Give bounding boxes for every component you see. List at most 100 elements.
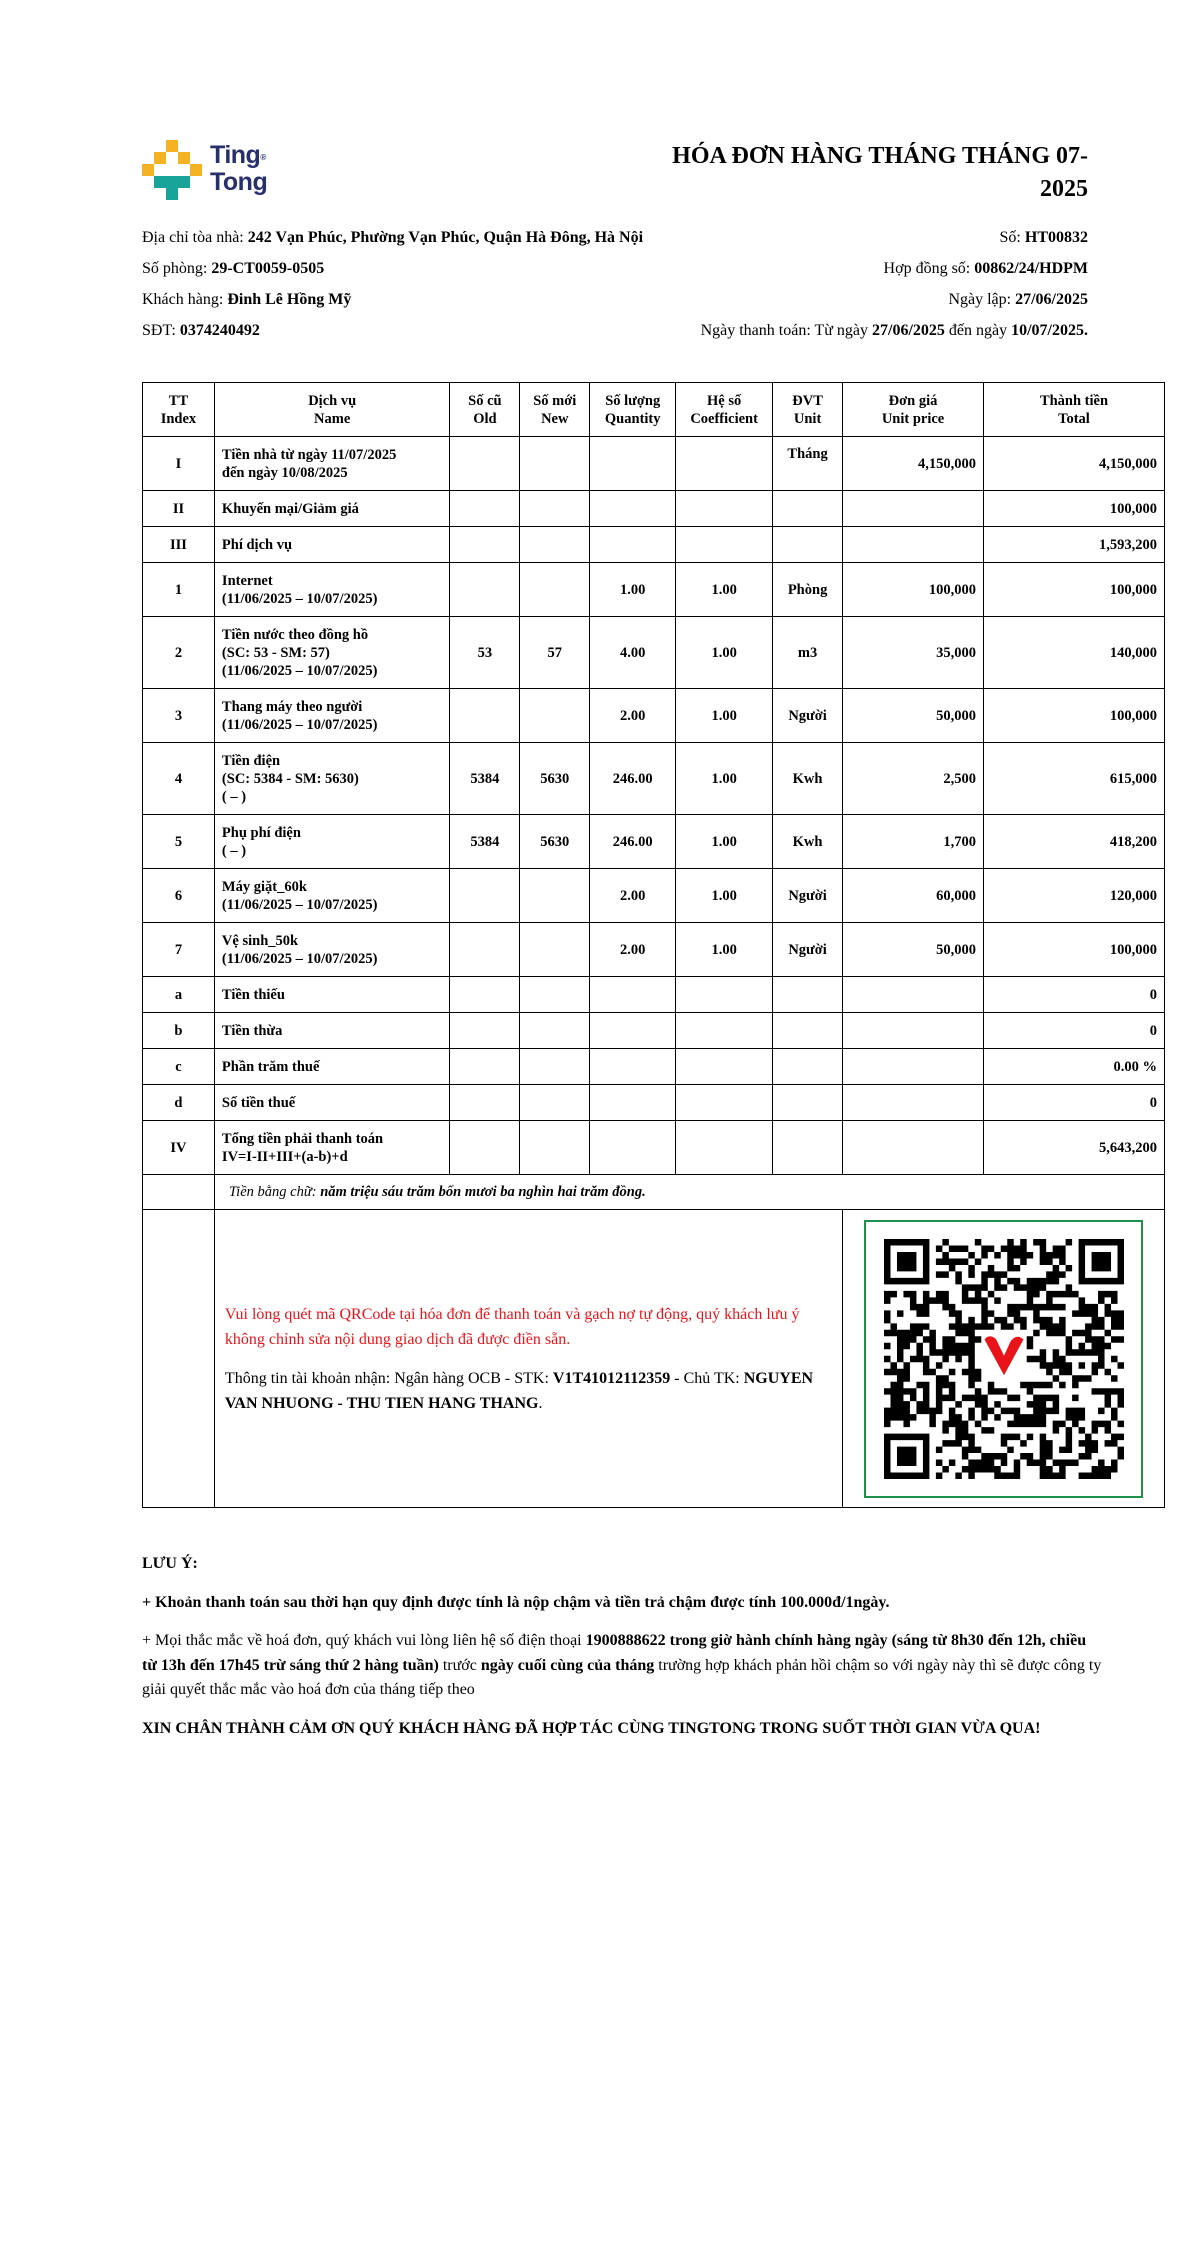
cell-name: Phần trăm thuế [213, 1048, 451, 1085]
cell-name: Phụ phí điện( – ) [213, 814, 451, 869]
heart-logo-icon [984, 1335, 1023, 1375]
invoice-title: HÓA ĐƠN HÀNG THÁNG THÁNG 07-2025 [672, 143, 1088, 202]
logo-text: Ting® Tong [210, 141, 268, 196]
cell-index: 3 [142, 688, 215, 743]
cell-old [449, 526, 521, 563]
column-header: Số cũ Old [449, 382, 521, 437]
qr-finder-pattern [1078, 1238, 1124, 1284]
cell-total: 1,593,200 [983, 526, 1165, 563]
cell-index: II [142, 490, 215, 527]
cell-old [449, 1048, 521, 1085]
cell-coefficient: 1.00 [675, 868, 774, 923]
cell-total: 100,000 [983, 688, 1165, 743]
table-row: b Tiền thừa 0 [142, 1012, 1165, 1049]
cell-coefficient [675, 1048, 774, 1085]
cell-unit [772, 1120, 844, 1175]
column-header: TT Index [142, 382, 215, 437]
table-row: 1 Internet (11/06/2025 – 10/07/2025) 1.00 1.… [142, 562, 1165, 617]
cell-unit: Kwh [772, 814, 844, 869]
late-payment-note: + Khoản thanh toán sau thời hạn quy định… [142, 1593, 890, 1611]
cell-total: 615,000 [983, 742, 1165, 815]
cell-unit: m3 [772, 616, 844, 689]
cell-old [449, 688, 521, 743]
cell-new [519, 1048, 591, 1085]
table-row: 2 Tiền nước theo đồng hồ (SC: 53 - SM: 57)… [142, 616, 1165, 689]
cell-index: a [142, 976, 215, 1013]
cell-total: 100,000 [983, 922, 1165, 977]
cell-unit-price [842, 1120, 984, 1175]
column-header: Dịch vụ Name [213, 382, 451, 437]
table-row: 3 Thang máy theo người (11/06/2025 – 10/07… [142, 688, 1165, 743]
qr-code[interactable] [883, 1238, 1124, 1479]
payment-info: Vui lòng quét mã QRCode tại hóa đơn để t… [213, 1209, 844, 1508]
building-address: Địa chỉ tòa nhà: 242 Vạn Phúc, Phường Vạ… [142, 229, 644, 246]
cell-coefficient: 1.00 [675, 742, 774, 815]
cell-quantity [589, 1120, 677, 1175]
cell-unit: Kwh [772, 742, 844, 815]
cell-coefficient: 1.00 [675, 688, 774, 743]
invoice-info: Số: HT00832 Hợp đồng số: 00862/24/HDPM N… [548, 222, 1088, 346]
table-row: III Phí dịch vụ 1,593,200 [142, 526, 1165, 563]
cell-old [449, 1084, 521, 1121]
cell-new: 57 [519, 616, 591, 689]
cell-old [449, 922, 521, 977]
qr-finder-pattern [883, 1238, 929, 1284]
cell-new [519, 1012, 591, 1049]
cell-coefficient [675, 490, 774, 527]
cell-old: 5384 [449, 814, 521, 869]
cell-unit [772, 976, 844, 1013]
cell-new [519, 436, 591, 491]
cell-index: 6 [142, 868, 215, 923]
cell-unit-price: 2,500 [842, 742, 984, 815]
column-header: ĐVT Unit [772, 382, 844, 437]
cell-unit: Tháng [772, 436, 844, 491]
table-row: 7 Vệ sinh_50k (11/06/2025 – 10/07/2025) 2.0… [142, 922, 1165, 977]
cell-coefficient: 1.00 [675, 922, 774, 977]
cell-index: 4 [142, 742, 215, 815]
cell-index: c [142, 1048, 215, 1085]
cell-coefficient [675, 1084, 774, 1121]
table-row: II Khuyến mại/Giảm giá 100,000 [142, 490, 1165, 527]
cell-total: 0 [983, 1084, 1165, 1121]
table-row: a Tiền thiếu 0 [142, 976, 1165, 1013]
cell-quantity [589, 490, 677, 527]
column-header: Hệ số Coefficient [675, 382, 774, 437]
cell-total: 120,000 [983, 868, 1165, 923]
cell-quantity: 1.00 [589, 562, 677, 617]
cell-new [519, 976, 591, 1013]
cell-old [449, 976, 521, 1013]
cell-index: 2 [142, 616, 215, 689]
table-row: 6 Máy giặt_60k (11/06/2025 – 10/07/2025) 2.… [142, 868, 1165, 923]
cell-coefficient [675, 526, 774, 563]
cell-new: 5630 [519, 814, 591, 869]
cell-unit: Người [772, 868, 844, 923]
cell-unit [772, 490, 844, 527]
cell-quantity [589, 436, 677, 491]
cell-coefficient [675, 1120, 774, 1175]
cell-quantity: 2.00 [589, 868, 677, 923]
cell-old [449, 562, 521, 617]
cell-name: Tiền thiếu [213, 976, 451, 1013]
cell-name: Tiền thừa [213, 1012, 451, 1049]
qr-modules [883, 1238, 1124, 1479]
cell-name: Phí dịch vụ [213, 526, 451, 563]
column-header: Đơn giá Unit price [842, 382, 984, 437]
cell-new [519, 1084, 591, 1121]
cell-unit-price [842, 1084, 984, 1121]
cell-new [519, 562, 591, 617]
cell-name: Tiền nước theo đồng hồ (SC: 53 - SM: 57)(… [213, 616, 451, 689]
cell-name: Thang máy theo người (11/06/2025 – 10/07/… [213, 688, 451, 743]
cell-unit-price: 50,000 [842, 688, 984, 743]
cell-unit-price [842, 1048, 984, 1085]
cell-unit-price: 60,000 [842, 868, 984, 923]
cell-index: 7 [142, 922, 215, 977]
column-header: Số mới New [519, 382, 591, 437]
cell-unit: Người [772, 688, 844, 743]
notes-section: LƯU Ý: + Khoản thanh toán sau thời hạn q… [142, 1552, 1102, 1755]
cell-quantity: 246.00 [589, 814, 677, 869]
table-row: I Tiền nhà từ ngày 11/07/2025 đến ngày 10/… [142, 436, 1165, 491]
payment-period: Ngày thanh toán: Từ ngày 27/06/2025 đến … [700, 322, 1088, 339]
cell-index: b [142, 1012, 215, 1049]
table-row: d Số tiền thuế 0 [142, 1084, 1165, 1121]
cell-index: 5 [142, 814, 215, 869]
